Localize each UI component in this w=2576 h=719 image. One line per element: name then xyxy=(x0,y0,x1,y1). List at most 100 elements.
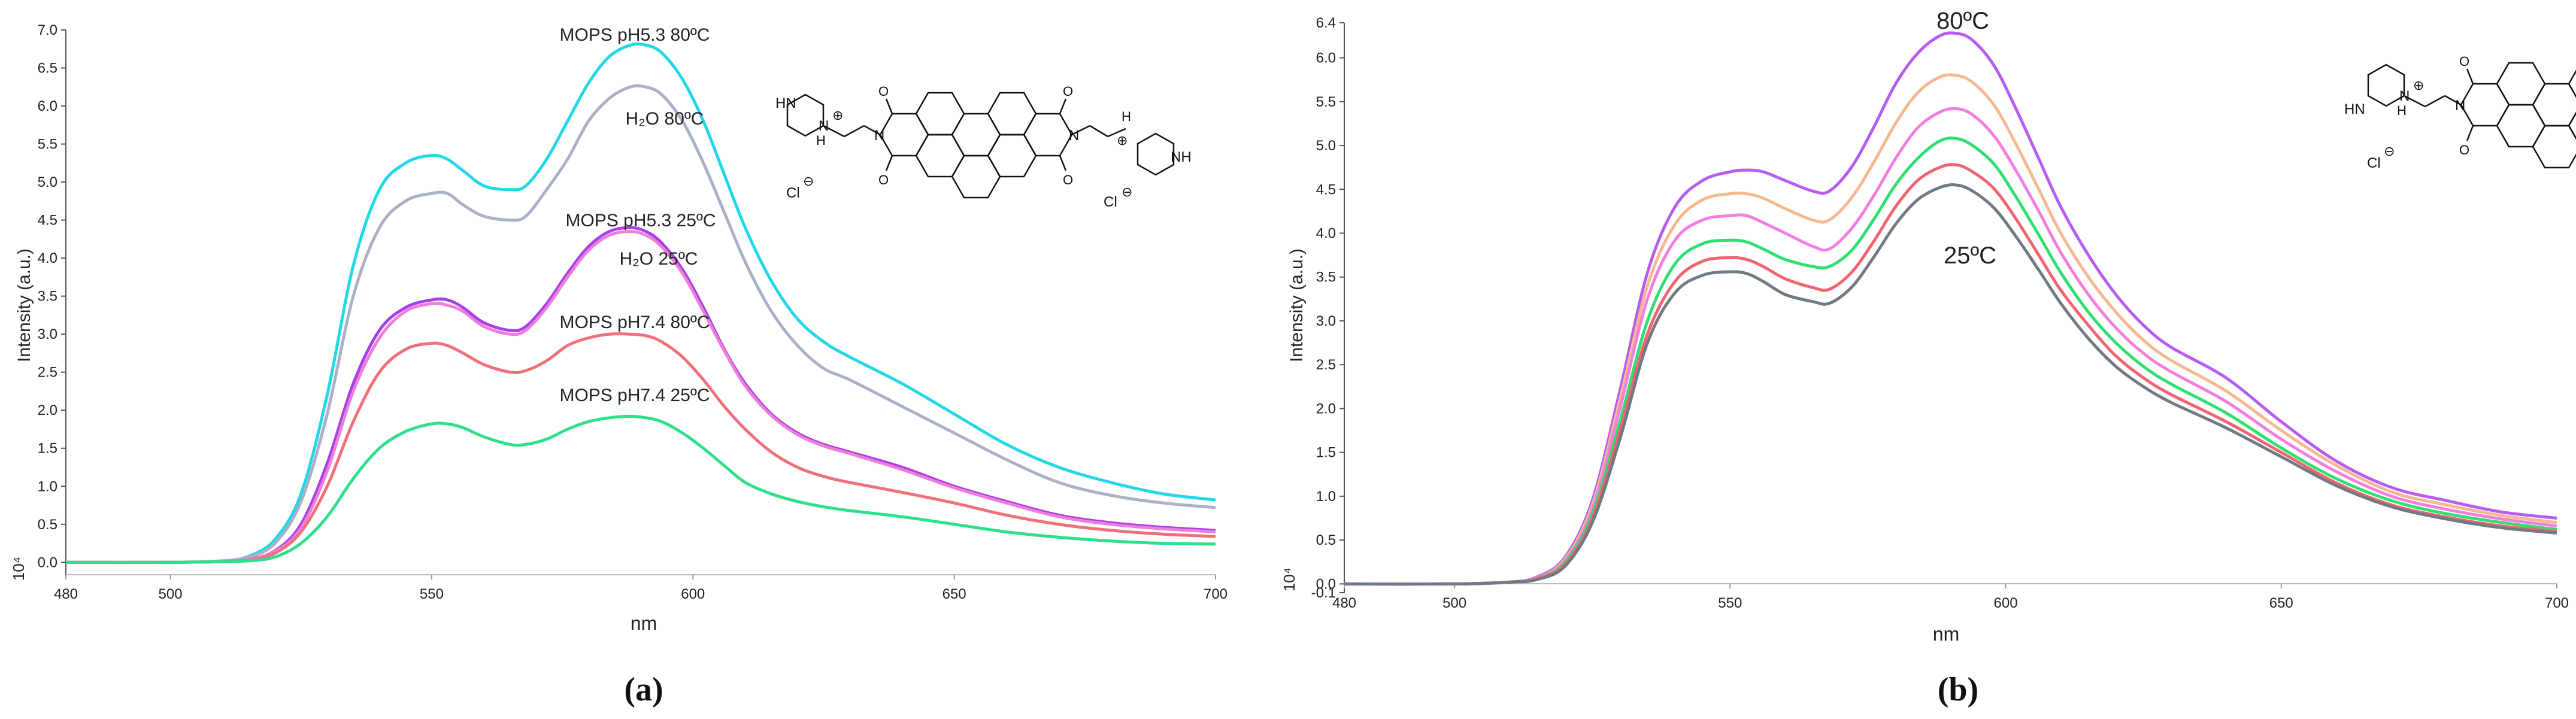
panel-b-chart: -0.10.0 0.5 1.0 1.5 2.0 2.5 3.0 3.5 4.0 4.5 5.0 5.5… xyxy=(1280,8,2576,708)
y-tick-label: 2.5 xyxy=(1316,357,1336,373)
x-tick-label: 480 xyxy=(54,586,78,602)
y-axis-title: Intensity (a.u.) xyxy=(1287,248,1307,362)
structure-label: O xyxy=(878,172,889,187)
y-tick-label: 4.0 xyxy=(38,250,57,266)
structure-label: O xyxy=(1063,172,1073,187)
series-line-4 xyxy=(1344,136,2557,586)
y-tick-label: 5.0 xyxy=(38,174,57,190)
structure-label: H xyxy=(1122,109,1131,124)
annotation-h2o-80: H₂O 80ºC xyxy=(626,109,704,129)
y-multiplier-label: 10⁴ xyxy=(1280,568,1298,591)
y-tick-label: 3.5 xyxy=(38,289,57,305)
series-line-3 xyxy=(65,226,1216,564)
series-line-6 xyxy=(1344,183,2557,586)
y-tick-label: 0.5 xyxy=(1316,532,1336,548)
x-tick-label: 600 xyxy=(681,586,705,602)
y-tick-label: 6.5 xyxy=(38,60,57,77)
structure-label: O xyxy=(878,84,889,99)
y-tick-label: 2.5 xyxy=(38,365,57,381)
y-tick-label: 2.0 xyxy=(38,402,57,418)
series-line-1 xyxy=(1344,31,2557,586)
x-tick-label: 500 xyxy=(159,586,183,602)
x-tick-label: 550 xyxy=(1718,595,1742,611)
y-tick-label: 0.0 xyxy=(38,554,57,571)
y-tick-label: 0.0 xyxy=(1316,576,1336,592)
series-line-4 xyxy=(65,230,1216,564)
structure-label: H xyxy=(816,133,826,148)
structure-label: ⊕ xyxy=(1117,133,1128,148)
y-tick-label: 3.0 xyxy=(1316,313,1336,329)
x-axis-title: nm xyxy=(1933,623,1959,645)
y-tick-label: 4.5 xyxy=(1316,181,1336,198)
y-tick-label: 6.4 xyxy=(1316,15,1336,31)
annotation-80c: 80ºC xyxy=(1936,8,1989,34)
y-axis-title: Intensity (a.u.) xyxy=(14,248,34,362)
structure-label: ⊖ xyxy=(803,174,814,189)
structure-label: ⊕ xyxy=(2413,78,2424,93)
x-tick-label: 480 xyxy=(1332,595,1356,611)
y-tick-label: 6.0 xyxy=(38,98,57,114)
structure-label: O xyxy=(2459,142,2469,157)
y-tick-label: 1.5 xyxy=(38,441,57,457)
series-line-2 xyxy=(65,84,1216,564)
y-tick-label: 2.0 xyxy=(1316,401,1336,417)
series-line-1 xyxy=(65,42,1216,564)
x-tick-label: 700 xyxy=(1204,586,1228,602)
y-tick-label: 5.0 xyxy=(1316,138,1336,154)
y-tick-label: 0.5 xyxy=(38,517,57,533)
structure-label: N xyxy=(874,128,884,144)
series-line-5 xyxy=(1344,163,2557,586)
y-tick-label: 1.5 xyxy=(1316,445,1336,461)
y-tick-label: 5.5 xyxy=(38,136,57,153)
structure-label: N xyxy=(2455,98,2465,114)
structure-label: ⊕ xyxy=(832,108,843,123)
annotation-h2o-25: H₂O 25ºC xyxy=(620,249,698,269)
structure-label: HN xyxy=(775,95,796,111)
y-tick-label: -0.1 xyxy=(1311,585,1336,601)
x-axis-title: nm xyxy=(631,612,657,634)
series-line-5 xyxy=(65,332,1216,564)
y-tick-label: 5.5 xyxy=(1316,94,1336,110)
structure-label: NH xyxy=(1171,149,1192,165)
y-tick-label: 1.0 xyxy=(1316,489,1336,505)
annotation-mops-ph74-80: MOPS pH7.4 80ºC xyxy=(559,313,710,332)
structure-label: N xyxy=(2399,88,2410,104)
series-line-2 xyxy=(1344,73,2557,586)
annotation-mops-ph53-25: MOPS pH5.3 25ºC xyxy=(565,211,716,230)
x-tick-label: 550 xyxy=(420,586,444,602)
y-tick-label: 7.0 xyxy=(38,22,57,38)
panel-label-b: (b) xyxy=(1938,671,1978,708)
x-tick-label: 650 xyxy=(2269,595,2293,611)
structure-label: Cl xyxy=(1104,194,1117,210)
x-tick-label: 700 xyxy=(2545,595,2569,611)
series-line-6 xyxy=(65,414,1216,564)
structure-label: H xyxy=(2397,103,2407,118)
annotation-mops-ph74-25: MOPS pH7.4 25ºC xyxy=(559,386,710,405)
x-tick-label: 500 xyxy=(1442,595,1466,611)
y-tick-label: 1.0 xyxy=(38,478,57,494)
chemical-structure-a: HN N H ⊕ Cl ⊖ O O N O O N H ⊕ NH Cl ⊖ xyxy=(775,84,1192,210)
structure-label: ⊖ xyxy=(2384,144,2395,159)
y-tick-label: 6.0 xyxy=(1316,50,1336,66)
y-tick-label: 4.0 xyxy=(1316,226,1336,242)
panel-label-a: (a) xyxy=(624,671,663,708)
structure-label: N xyxy=(819,118,829,134)
y-tick-label: 4.5 xyxy=(38,213,57,229)
structure-label: HN xyxy=(2344,101,2365,117)
panel-a-chart: 0.0 0.5 1.0 1.5 2.0 2.5 3.0 3.5 4.0 4.5 5.0 5.5 6.0 6… xyxy=(10,22,1228,708)
y-tick-label: 3.5 xyxy=(1316,269,1336,286)
y-tick-label: 3.0 xyxy=(38,326,57,342)
series-line-3 xyxy=(1344,107,2557,586)
y-multiplier-label: 10⁴ xyxy=(10,557,28,581)
structure-label: Cl xyxy=(786,185,800,201)
structure-label: O xyxy=(2459,54,2469,69)
x-tick-label: 650 xyxy=(942,586,966,602)
structure-label: N xyxy=(1069,128,1079,144)
annotation-mops-ph53-80: MOPS pH5.3 80ºC xyxy=(559,25,710,45)
annotation-25c: 25ºC xyxy=(1944,242,1996,269)
chemical-structure-b: HN N H ⊕ Cl ⊖ O O N O O N H ⊕ NH Cl ⊖ xyxy=(2344,54,2576,171)
structure-label: O xyxy=(1063,84,1073,99)
structure-label: Cl xyxy=(2367,155,2381,171)
x-tick-label: 600 xyxy=(1994,595,2018,611)
